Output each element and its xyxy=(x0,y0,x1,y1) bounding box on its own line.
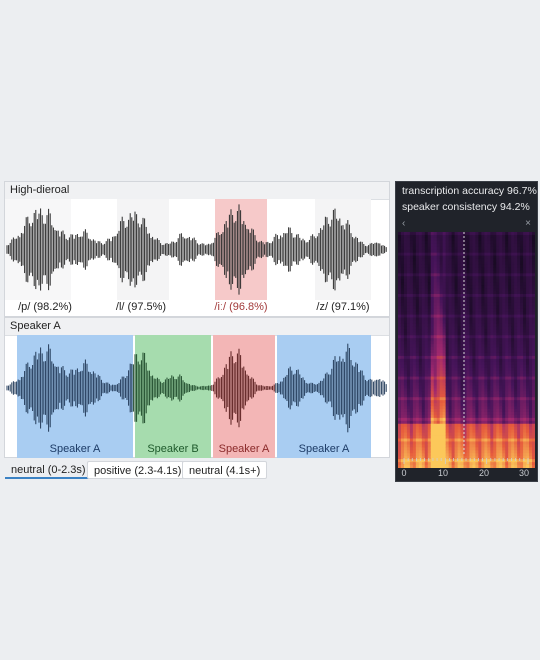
spectrogram-x-tick: 20 xyxy=(478,468,490,478)
speaker-label: Speaker B xyxy=(135,441,211,458)
spectrogram-panel: transcription accuracy 96.7% speaker con… xyxy=(395,181,538,482)
waveform-panel-title: High-dieroal xyxy=(5,182,389,200)
phoneme-band-6 xyxy=(267,199,315,300)
sentiment-tab-positive[interactable]: positive (2.3-4.1s) xyxy=(87,461,189,479)
close-icon[interactable]: × xyxy=(525,218,531,229)
speaker-panel: Speaker A Speaker A Speaker B Speaker A … xyxy=(4,317,390,458)
phoneme-label-highlighted: /iː/ (96.8%) xyxy=(214,301,268,313)
phoneme-label: /p/ (98.2%) xyxy=(18,301,72,313)
speaker-segment-a1 xyxy=(17,335,133,441)
sentiment-tab-neutral-1[interactable]: neutral (0-2.3s) xyxy=(5,461,92,479)
transcription-accuracy: transcription accuracy 96.7% xyxy=(402,185,537,197)
phoneme-label: /l/ (97.5%) xyxy=(115,301,167,313)
spectrogram-x-tick: 10 xyxy=(437,468,449,478)
spectrogram[interactable] xyxy=(398,232,535,468)
waveform-panel: High-dieroal /p/ (98.2%) /l/ (97.5%) /iː… xyxy=(4,181,390,317)
phoneme-track[interactable] xyxy=(5,199,389,300)
speaker-label: Speaker A xyxy=(17,441,133,458)
waveform xyxy=(6,204,387,295)
phoneme-label: /z/ (97.1%) xyxy=(316,301,370,313)
speaker-panel-title: Speaker A xyxy=(5,318,389,336)
speaker-consistency: speaker consistency 94.2% xyxy=(402,201,530,213)
sentiment-tab-neutral-2[interactable]: neutral (4.1s+) xyxy=(182,461,268,479)
spectrogram-x-tick: 30 xyxy=(518,468,530,478)
spectrogram-x-tick: 0 xyxy=(401,468,407,478)
speaker-label: Speaker A xyxy=(213,441,275,458)
speaker-label: Speaker A xyxy=(277,441,371,458)
speaker-track[interactable] xyxy=(5,335,389,441)
chevron-left-icon[interactable]: ‹ xyxy=(402,218,406,229)
speaker-waveform xyxy=(6,343,387,433)
